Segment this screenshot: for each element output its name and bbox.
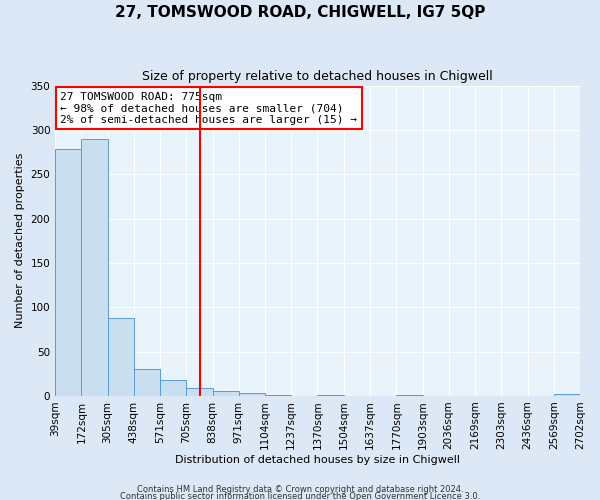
Text: Contains HM Land Registry data © Crown copyright and database right 2024.: Contains HM Land Registry data © Crown c… bbox=[137, 486, 463, 494]
Bar bbox=[55, 150, 82, 396]
Y-axis label: Number of detached properties: Number of detached properties bbox=[15, 153, 25, 328]
Bar bbox=[212, 390, 239, 396]
Bar bbox=[317, 395, 344, 396]
Bar bbox=[134, 369, 160, 396]
Text: Contains public sector information licensed under the Open Government Licence 3.: Contains public sector information licen… bbox=[120, 492, 480, 500]
Text: 27, TOMSWOOD ROAD, CHIGWELL, IG7 5QP: 27, TOMSWOOD ROAD, CHIGWELL, IG7 5QP bbox=[115, 5, 485, 20]
Title: Size of property relative to detached houses in Chigwell: Size of property relative to detached ho… bbox=[142, 70, 493, 83]
X-axis label: Distribution of detached houses by size in Chigwell: Distribution of detached houses by size … bbox=[175, 455, 460, 465]
Bar bbox=[265, 395, 291, 396]
Text: 27 TOMSWOOD ROAD: 775sqm
← 98% of detached houses are smaller (704)
2% of semi-d: 27 TOMSWOOD ROAD: 775sqm ← 98% of detach… bbox=[61, 92, 358, 125]
Bar bbox=[239, 393, 265, 396]
Bar bbox=[82, 138, 107, 396]
Bar bbox=[554, 394, 580, 396]
Bar bbox=[397, 395, 422, 396]
Bar bbox=[160, 380, 187, 396]
Bar bbox=[187, 388, 212, 396]
Bar bbox=[107, 318, 134, 396]
